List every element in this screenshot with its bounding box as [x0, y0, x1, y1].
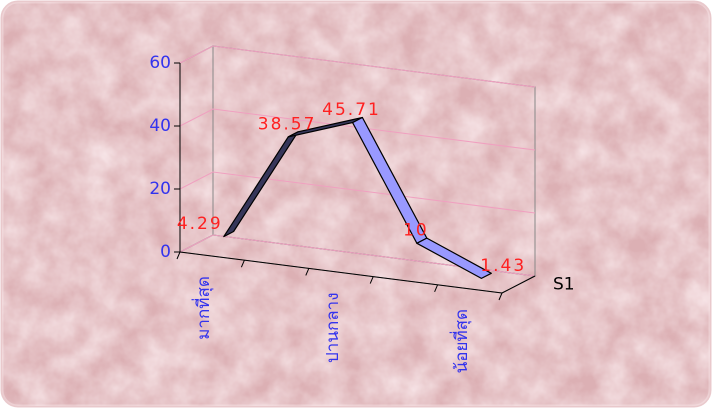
- x-tick-label: ปานกลาง: [323, 293, 343, 364]
- background-texture: [2, 2, 710, 406]
- value-label: 1.43: [480, 256, 526, 276]
- x-tick: [369, 276, 374, 284]
- value-label: 38.57: [258, 114, 317, 134]
- y-tick-label: 20: [149, 179, 171, 199]
- series-name: S1: [553, 275, 575, 295]
- grid-line: [179, 45, 536, 88]
- x-tick: [498, 292, 503, 301]
- x-tick: [176, 251, 181, 260]
- x-tick: [434, 284, 439, 292]
- y-tick-label: 0: [160, 242, 171, 262]
- value-label: 4.29: [177, 214, 223, 234]
- x-tick: [240, 260, 245, 268]
- x-tick: [305, 268, 310, 276]
- grid-line: [179, 234, 536, 277]
- y-tick-label: 40: [149, 116, 171, 136]
- value-label: 10: [403, 221, 429, 241]
- y-tick-label: 60: [149, 53, 171, 73]
- grid-line: [179, 171, 536, 214]
- depth-axis: [501, 275, 536, 294]
- x-tick-label: มากที่สุด: [191, 276, 214, 340]
- value-label: 45.71: [322, 100, 381, 120]
- x-tick-label: น้อยที่สุด: [449, 309, 472, 373]
- line-segment: [416, 237, 492, 279]
- x-axis: [179, 251, 503, 294]
- grid-line: [179, 108, 536, 151]
